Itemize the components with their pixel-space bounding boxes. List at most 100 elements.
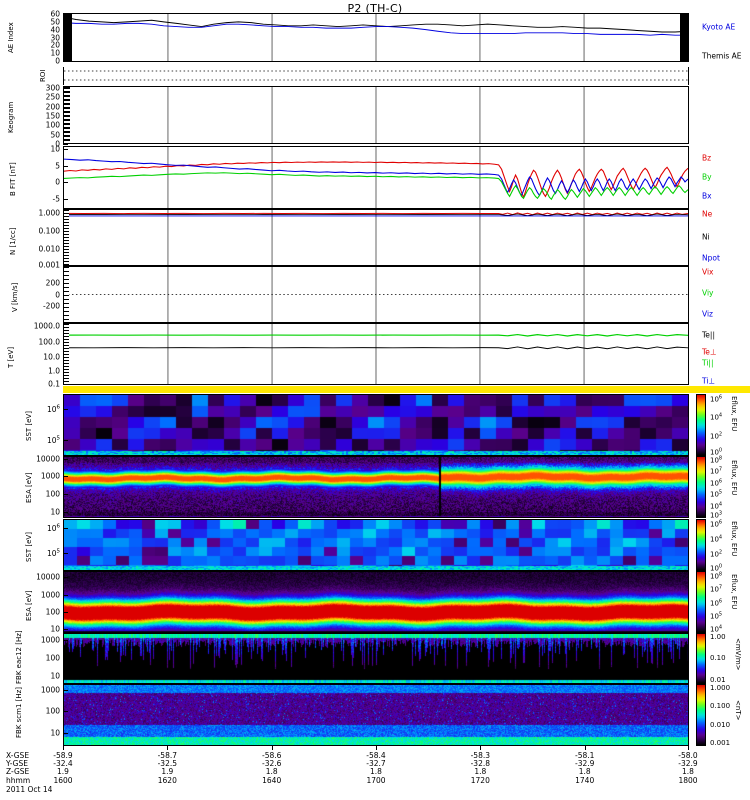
colorbar-esa-ion [696, 456, 706, 518]
ylabel-ae-index: AE Index [7, 22, 15, 53]
ytick-fbk1-100: 100 [45, 653, 60, 663]
cblabel-sst-electron: Eflux, EFU [730, 521, 738, 557]
ytick-keo-150: 150 [45, 111, 60, 121]
cblabel-esa-electron: Eflux, EFU [730, 574, 738, 610]
row-label-z-gse: Z-GSE [6, 767, 30, 776]
time-tick-1700: 1700 [366, 776, 386, 785]
cblabel-fbk-eac12: <mV/m> [734, 638, 742, 671]
panel-keogram [63, 86, 689, 144]
ytick-keo-0: 0 [55, 139, 60, 149]
panel-fbk-scm1 [63, 684, 689, 746]
cbtick-sste-1e2: 102 [710, 549, 723, 559]
ytick-sste-1e6: 106 [46, 523, 60, 533]
time-tick-1620: 1620 [157, 776, 177, 785]
panel-sst-ion [63, 394, 689, 456]
ephem-x-gse-0: -58.9 [53, 751, 73, 760]
cbtick-esaion-1e8: 108 [710, 455, 723, 465]
cbtick-sstion-1e0: 100 [710, 447, 723, 457]
ytick-ae-10: 10 [50, 48, 60, 58]
ytick-sstion-1e6: 106 [46, 404, 60, 414]
row-label-x-gse: X-GSE [6, 751, 30, 760]
cbtick-fbk1-001: 0.01 [710, 676, 726, 684]
ephem-x-gse-3: -58.4 [366, 751, 386, 760]
ytick-ae-50: 50 [50, 17, 60, 27]
date-label: 2011 Oct 14 [6, 785, 53, 794]
ytick-t-10: 10.0 [43, 352, 60, 362]
ytick-keo-100: 100 [45, 120, 60, 130]
time-tick-1800: 1800 [678, 776, 698, 785]
colorbar-sst-electron [696, 519, 706, 571]
ytick-ae-40: 40 [50, 25, 60, 35]
ytick-fbk1-10: 10 [50, 671, 60, 681]
ytick-esaion-10: 10 [50, 507, 60, 517]
cbtick-sstion-1e4: 104 [710, 412, 723, 422]
legend-viy: Viy [702, 288, 714, 298]
panel-sst-electron [63, 519, 689, 571]
cbtick-esaion-1e7: 107 [710, 466, 723, 476]
ytick-esaion-10000: 10000 [36, 454, 60, 464]
ytick-ae-20: 20 [50, 40, 60, 50]
ytick-esae-1000: 1000 [40, 590, 60, 600]
legend-themis-ae: Themis AE [702, 51, 742, 61]
ytick-sstion-1e5: 105 [46, 435, 60, 445]
ytick-v-m200: -200 [42, 301, 60, 311]
legend-npot: Npot [702, 253, 720, 263]
panel-n-density [63, 209, 689, 266]
cbtick-sstion-1e6: 106 [710, 394, 723, 404]
ae-panel-right-marker [680, 14, 688, 61]
cbtick-fbk2-0010: 0.010 [710, 721, 731, 729]
ephem-z-gse-2: 1.8 [265, 767, 278, 776]
cbtick-fbk2-1000: 1.000 [710, 684, 731, 692]
ytick-esae-100: 100 [45, 607, 60, 617]
ytick-esae-10000: 10000 [36, 572, 60, 582]
time-tick-1720: 1720 [470, 776, 490, 785]
ytick-t-01: 0.1 [48, 379, 60, 389]
panel-roi [63, 67, 689, 85]
cbtick-esaion-1e3: 103 [710, 510, 723, 520]
cbtick-esae-1e5: 105 [710, 611, 723, 621]
ytick-v-0: 0 [55, 290, 60, 299]
ytick-n-1000: 1.000 [38, 208, 60, 218]
cblabel-sst-ion: Eflux, EFU [730, 396, 738, 432]
ephem-x-gse-2: -58.6 [261, 751, 282, 760]
panel-esa-electron [63, 571, 689, 633]
legend-ni: Ni [702, 232, 710, 242]
ylabel-keogram: Keogram [7, 101, 15, 133]
ephem-z-gse-0: 1.9 [57, 767, 69, 776]
panel-b-fit [63, 146, 689, 209]
cbtick-fbk2-0001: 0.001 [710, 739, 731, 747]
cbtick-sste-1e6: 106 [710, 519, 723, 529]
cbtick-esaion-1e5: 105 [710, 489, 723, 499]
t-panel-left-minor-ticks [64, 324, 69, 384]
cbtick-esaion-1e4: 104 [710, 501, 723, 511]
ephem-x-gse-4: -58.3 [470, 751, 490, 760]
ytick-keo-300: 300 [45, 83, 60, 93]
ylabel-v-velocity: V [km/s] [11, 282, 19, 313]
ytick-fbk2-1000: 1000 [40, 685, 60, 695]
ephem-y-gse-3: -32.7 [366, 759, 386, 768]
time-tick-1640: 1640 [262, 776, 282, 785]
ytick-t-100: 100.0 [38, 337, 60, 346]
ephem-z-gse-6: 1.8 [682, 767, 694, 776]
ylabel-roi: ROI [39, 69, 47, 83]
ephem-z-gse-5: 1.8 [578, 767, 591, 776]
ytick-bfit-10: 10 [50, 144, 60, 154]
ytick-bfit-m5: -5 [52, 194, 60, 203]
panel-esa-ion [63, 456, 689, 518]
ephem-y-gse-2: -32.6 [261, 759, 282, 768]
colorbar-esa-electron [696, 571, 706, 633]
row-label-y-gse: Y-GSE [6, 759, 28, 768]
ephem-x-gse-6: -58.0 [678, 751, 698, 760]
ytick-t-1: 1.0 [48, 366, 60, 376]
ylabel-sst-electron: SST [eV] [25, 532, 33, 562]
colorbar-fbk-eac12 [696, 633, 706, 684]
ytick-ae-0: 0 [55, 56, 60, 66]
panel-ae-index [63, 13, 689, 62]
ae-panel-left-marker [64, 14, 72, 61]
ytick-ae-60: 60 [50, 9, 60, 19]
legend-bx: Bx [702, 191, 712, 201]
cbtick-sstion-1e2: 102 [710, 431, 723, 441]
ephem-y-gse-5: -32.9 [574, 759, 595, 768]
cblabel-esa-ion: Eflux, EFU [730, 460, 738, 496]
